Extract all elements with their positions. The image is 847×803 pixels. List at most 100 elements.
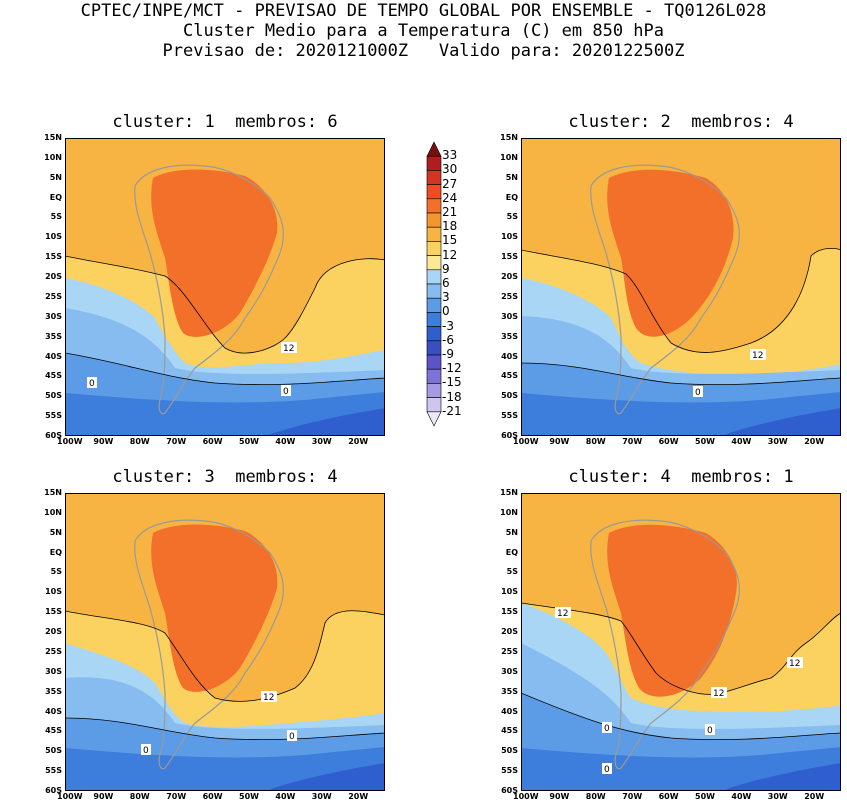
lat-label: 20S bbox=[501, 272, 518, 282]
contour-label-bg bbox=[555, 607, 571, 618]
lon-label: 80W bbox=[129, 792, 150, 801]
lat-label: 10S bbox=[45, 232, 62, 242]
lon-label: 70W bbox=[622, 792, 643, 801]
colorbar-label: 33 bbox=[442, 148, 458, 163]
contour-label: 12 bbox=[713, 689, 724, 699]
lat-label: 10S bbox=[501, 232, 518, 242]
lon-label: 40W bbox=[731, 792, 752, 801]
lon-label: 50W bbox=[695, 437, 715, 446]
contour-label: 12 bbox=[283, 344, 294, 354]
lat-label: 40S bbox=[45, 351, 62, 361]
map-panel-2: 12 0 bbox=[521, 138, 841, 436]
isotherm-0 bbox=[65, 352, 385, 386]
panel-title-1: cluster: 1 membros: 6 bbox=[112, 112, 338, 132]
lat-label: 40S bbox=[45, 706, 62, 716]
isotherm-0 bbox=[521, 362, 841, 386]
lat-label: 35S bbox=[45, 686, 62, 696]
lat-label: 5S bbox=[50, 212, 62, 222]
coastline bbox=[590, 164, 740, 415]
lat-label: 55S bbox=[45, 411, 62, 421]
lon-label: 30W bbox=[311, 792, 332, 801]
lat-label: 50S bbox=[45, 391, 62, 401]
lon-label: 50W bbox=[695, 792, 715, 801]
isotherm-12 bbox=[65, 255, 385, 354]
lat-label: 35S bbox=[501, 331, 518, 341]
contour-label-bg bbox=[705, 724, 715, 735]
colorbar bbox=[426, 141, 442, 427]
contour-label: 0 bbox=[283, 387, 289, 397]
isotherm-12 bbox=[65, 610, 385, 702]
lat-label: 55S bbox=[501, 411, 518, 421]
map-frame bbox=[65, 493, 385, 791]
colorbar-label: 30 bbox=[442, 162, 458, 177]
lat-label: 40S bbox=[501, 351, 518, 361]
contour-label-bg bbox=[711, 687, 727, 698]
lat-label: 30S bbox=[501, 666, 518, 676]
temperature-band bbox=[185, 257, 226, 319]
colorbar-label: -3 bbox=[442, 318, 454, 333]
lat-label: 20S bbox=[45, 272, 62, 282]
lat-label: 15N bbox=[500, 133, 518, 142]
map-panel-3: 12 0 0 bbox=[65, 493, 385, 791]
lat-label: 50S bbox=[45, 746, 62, 756]
lat-label: 5S bbox=[506, 567, 518, 577]
contour-label: 12 bbox=[557, 609, 568, 619]
map-panel-1: 12 0 0 bbox=[65, 138, 385, 436]
lon-label: 60W bbox=[202, 437, 223, 446]
lat-label: 20S bbox=[45, 627, 62, 637]
colorbar-swatch bbox=[426, 297, 442, 313]
contour-label: 0 bbox=[289, 732, 295, 742]
lat-label: 15S bbox=[45, 607, 62, 617]
lon-label: 70W bbox=[166, 437, 187, 446]
lat-label: 35S bbox=[45, 331, 62, 341]
colorbar-swatch bbox=[426, 226, 442, 242]
contour-label-bg bbox=[87, 377, 97, 388]
lat-label: 10N bbox=[44, 152, 62, 162]
colorbar-swatch bbox=[426, 383, 442, 398]
header-line-1: CPTEC/INPE/MCT - PREVISAO DE TEMPO GLOBA… bbox=[80, 1, 767, 21]
lat-label: 60S bbox=[501, 786, 518, 795]
lon-label: 30W bbox=[767, 437, 788, 446]
lon-label: 90W bbox=[549, 437, 570, 446]
lat-label: 45S bbox=[45, 726, 62, 736]
colorbar-label: 0 bbox=[442, 304, 450, 319]
lon-label: 30W bbox=[311, 437, 332, 446]
colorbar-swatch bbox=[426, 340, 442, 356]
temperature-band bbox=[639, 612, 692, 692]
lat-label: 10S bbox=[45, 587, 62, 597]
colorbar-swatch bbox=[426, 411, 442, 427]
lat-label: 5N bbox=[505, 172, 518, 182]
contour-label: 0 bbox=[604, 724, 610, 734]
lat-label: 15S bbox=[501, 252, 518, 262]
lat-label: EQ bbox=[49, 192, 62, 202]
coastline bbox=[134, 164, 284, 415]
lon-label: 30W bbox=[767, 792, 788, 801]
lat-label: 50S bbox=[501, 391, 518, 401]
lat-label: 40S bbox=[501, 706, 518, 716]
colorbar-label: -12 bbox=[442, 361, 462, 376]
lon-label: 60W bbox=[658, 792, 679, 801]
colorbar-label: -21 bbox=[442, 403, 462, 418]
colorbar-swatch bbox=[426, 155, 442, 171]
lon-label: 80W bbox=[585, 792, 606, 801]
lat-label: 25S bbox=[45, 646, 62, 656]
contour-label: 0 bbox=[707, 726, 713, 736]
lat-label: EQ bbox=[505, 192, 518, 202]
lat-label: 5S bbox=[50, 567, 62, 577]
coastline bbox=[134, 519, 284, 770]
header-line-2: Cluster Medio para a Temperatura (C) em … bbox=[182, 21, 665, 41]
contour-label-bg bbox=[141, 744, 151, 755]
lat-label: 15S bbox=[501, 607, 518, 617]
lat-label: EQ bbox=[505, 547, 518, 557]
colorbar-label: 12 bbox=[442, 247, 458, 262]
contour-label: 12 bbox=[789, 659, 800, 669]
lon-label: 60W bbox=[202, 792, 223, 801]
colorbar-swatch bbox=[426, 283, 442, 299]
lat-label: 35S bbox=[501, 686, 518, 696]
temperature-band bbox=[721, 408, 841, 436]
lat-label: 30S bbox=[45, 666, 62, 676]
lat-label: 30S bbox=[45, 311, 62, 321]
contour-label: 0 bbox=[695, 388, 701, 398]
lon-label: 20W bbox=[348, 437, 369, 446]
contour-label-bg bbox=[750, 349, 766, 360]
